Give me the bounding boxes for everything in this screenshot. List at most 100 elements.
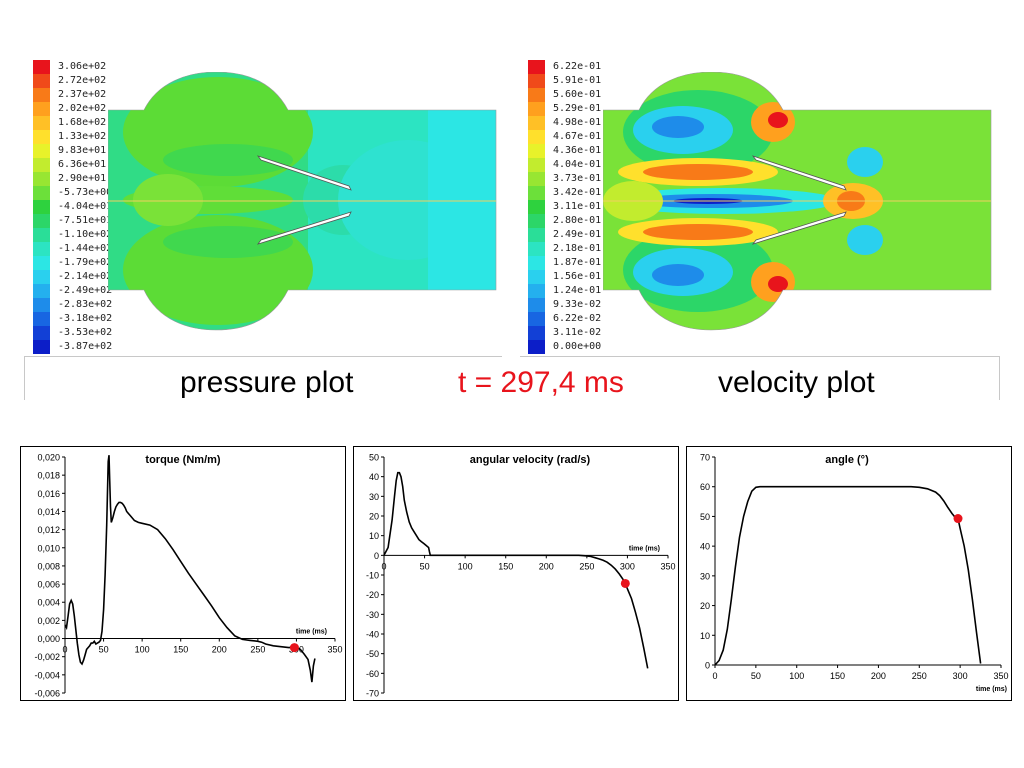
y-tick-label: 50 — [369, 453, 379, 463]
y-tick-label: -30 — [366, 610, 379, 620]
caption-divider-right — [520, 356, 1000, 357]
velocity-legend-row: 2.80e-01 — [528, 214, 648, 228]
x-tick-label: 200 — [539, 561, 554, 571]
velocity-legend-row: 4.98e-01 — [528, 116, 648, 130]
pressure-legend-label: -1.10e+02 — [58, 229, 113, 240]
y-tick-label: -20 — [366, 590, 379, 600]
y-tick-label: -50 — [366, 649, 379, 659]
y-tick-label: 10 — [700, 631, 710, 641]
velocity-legend-label: 1.87e-01 — [553, 257, 602, 268]
pressure-legend-label: 9.83e+01 — [58, 145, 107, 156]
x-axis-label: time (ms) — [976, 686, 1007, 693]
velocity-legend-row: 5.29e-01 — [528, 102, 648, 116]
y-tick-label: 70 — [700, 453, 710, 463]
caption-edge-left — [24, 356, 25, 400]
y-tick-label: 40 — [700, 542, 710, 552]
pressure-legend-swatch — [33, 340, 50, 354]
series-line — [383, 471, 649, 669]
velocity-legend-swatch — [528, 340, 545, 354]
pressure-legend-label: -3.87e+02 — [58, 341, 113, 352]
velocity-plot-caption: velocity plot — [718, 366, 875, 399]
angle-chart-box: angle (°) 70 60 50 40 30 20 10 0 0 50 100 150 200 250 3… — [686, 446, 1012, 701]
velocity-legend-label: 5.60e-01 — [553, 89, 602, 100]
pressure-legend-row: -1.10e+02 — [33, 228, 153, 242]
velocity-legend-swatch — [528, 326, 545, 340]
y-tick-label: 0 — [705, 661, 710, 671]
pressure-legend-row: 1.33e+02 — [33, 130, 153, 144]
pressure-legend-row: 6.36e+01 — [33, 158, 153, 172]
pressure-legend-label: 1.68e+02 — [58, 117, 107, 128]
velocity-legend-label: 0.00e+00 — [553, 341, 602, 352]
velocity-legend-label: 9.33e-02 — [553, 299, 602, 310]
pressure-legend-row: -1.79e+02 — [33, 256, 153, 270]
y-tick-label: 0 — [374, 551, 379, 561]
time-caption: t = 297,4 ms — [458, 366, 624, 399]
pressure-legend-label: 6.36e+01 — [58, 159, 107, 170]
velocity-legend-swatch — [528, 228, 545, 242]
velocity-legend-swatch — [528, 200, 545, 214]
pressure-legend-swatch — [33, 214, 50, 228]
pressure-legend-swatch — [33, 326, 50, 340]
pressure-legend-row: -5.73e+00 — [33, 186, 153, 200]
x-tick-label: 350 — [660, 561, 675, 571]
velocity-legend-row: 1.56e-01 — [528, 270, 648, 284]
y-tick-label: 20 — [700, 601, 710, 611]
pressure-legend-row: 2.90e+01 — [33, 172, 153, 186]
x-tick-label: 300 — [953, 671, 968, 681]
pressure-legend-label: 3.06e+02 — [58, 61, 107, 72]
chart-title: angle (°) — [825, 454, 869, 466]
velocity-legend-row: 9.33e-02 — [528, 298, 648, 312]
x-axis-label: time (ms) — [296, 629, 327, 636]
velocity-legend-swatch — [528, 186, 545, 200]
pressure-legend-swatch — [33, 298, 50, 312]
velocity-legend-row: 3.11e-02 — [528, 326, 648, 340]
pressure-legend-row: -2.14e+02 — [33, 270, 153, 284]
chart-title: angular velocity (rad/s) — [470, 454, 591, 466]
pressure-legend-label: -4.04e+01 — [58, 201, 113, 212]
y-tick-label: 60 — [700, 482, 710, 492]
x-tick-label: 50 — [751, 671, 761, 681]
series-line — [64, 455, 316, 683]
x-tick-label: 300 — [620, 561, 635, 571]
current-time-marker — [620, 578, 630, 588]
x-tick-label: 250 — [579, 561, 594, 571]
velocity-legend-label: 3.11e-02 — [553, 327, 602, 338]
velocity-legend-row: 3.73e-01 — [528, 172, 648, 186]
pressure-legend-swatch — [33, 312, 50, 326]
pressure-legend-label: -2.83e+02 — [58, 299, 113, 310]
y-tick-label: 10 — [369, 531, 379, 541]
y-tick-label: -0,002 — [34, 652, 60, 662]
angular-velocity-chart-box: angular velocity (rad/s) 50 40 30 20 10 0 -10 -2… — [353, 446, 679, 701]
pressure-legend-row: -7.51e+01 — [33, 214, 153, 228]
pressure-legend-row: -3.53e+02 — [33, 326, 153, 340]
pressure-legend-label: 2.72e+02 — [58, 75, 107, 86]
x-tick-label: 50 — [420, 561, 430, 571]
velocity-legend-label: 4.04e-01 — [553, 159, 602, 170]
velocity-legend-label: 3.11e-01 — [553, 201, 602, 212]
pressure-legend-row: -2.83e+02 — [33, 298, 153, 312]
velocity-legend-label: 3.73e-01 — [553, 173, 602, 184]
velocity-legend-row: 3.11e-01 — [528, 200, 648, 214]
pressure-contour — [108, 72, 497, 331]
pressure-legend-label: -3.18e+02 — [58, 313, 113, 324]
pressure-legend-row: 1.68e+02 — [33, 116, 153, 130]
velocity-legend-row: 6.22e-02 — [528, 312, 648, 326]
pressure-legend-label: -5.73e+00 — [58, 187, 113, 198]
pressure-legend-row: 3.06e+02 — [33, 60, 153, 74]
pressure-legend-swatch — [33, 74, 50, 88]
pressure-legend-swatch — [33, 200, 50, 214]
pressure-legend-row: 2.72e+02 — [33, 74, 153, 88]
pressure-legend-swatch — [33, 270, 50, 284]
x-tick-label: 200 — [871, 671, 886, 681]
current-time-marker — [289, 643, 299, 653]
velocity-legend-swatch — [528, 74, 545, 88]
pressure-legend-swatch — [33, 102, 50, 116]
current-time-marker — [953, 514, 963, 524]
pressure-legend-label: -3.53e+02 — [58, 327, 113, 338]
velocity-legend-swatch — [528, 60, 545, 74]
pressure-legend-swatch — [33, 130, 50, 144]
pressure-legend-label: -2.14e+02 — [58, 271, 113, 282]
x-tick-label: 350 — [993, 671, 1008, 681]
velocity-legend-swatch — [528, 312, 545, 326]
y-tick-label: 0,004 — [37, 598, 60, 608]
